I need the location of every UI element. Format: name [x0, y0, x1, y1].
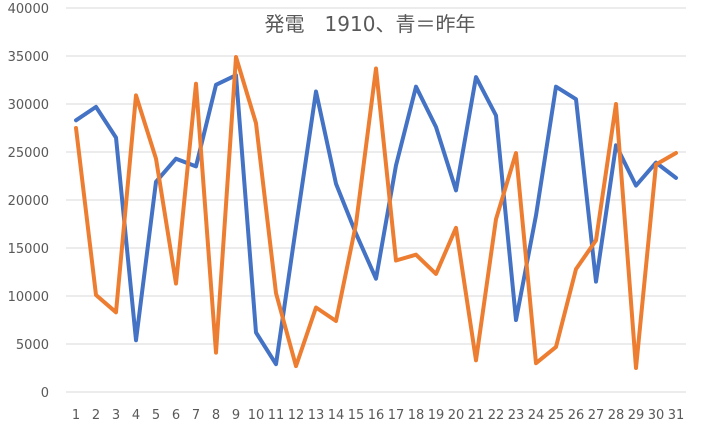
x-tick-label: 27	[588, 408, 605, 423]
x-tick-label: 7	[192, 408, 200, 423]
x-tick-label: 31	[668, 408, 685, 423]
x-tick-label: 13	[308, 408, 325, 423]
x-tick-label: 4	[132, 408, 140, 423]
x-axis-ticks: 1 2 3 4 5 6 7 8 9 10 11 12 13 14 15 16 17 18 19 20 21 22 23 24 2…	[72, 408, 684, 423]
x-tick-label: 16	[368, 408, 385, 423]
y-tick-label: 30000	[8, 98, 49, 113]
x-tick-label: 21	[468, 408, 485, 423]
x-tick-label: 5	[152, 408, 160, 423]
x-tick-label: 11	[268, 408, 285, 423]
x-tick-label: 29	[628, 408, 645, 423]
x-tick-label: 22	[488, 408, 505, 423]
y-tick-label: 20000	[8, 194, 49, 209]
x-tick-label: 18	[408, 408, 425, 423]
x-tick-label: 20	[448, 408, 465, 423]
x-tick-label: 9	[232, 408, 240, 423]
x-tick-label: 2	[92, 408, 100, 423]
y-tick-label: 15000	[8, 242, 49, 257]
y-tick-label: 25000	[8, 146, 49, 161]
x-tick-label: 28	[608, 408, 625, 423]
x-tick-label: 6	[172, 408, 180, 423]
y-tick-label: 5000	[16, 338, 49, 353]
y-tick-label: 0	[41, 386, 49, 401]
x-tick-label: 19	[428, 408, 445, 423]
series-line-2	[74, 55, 678, 370]
x-tick-label: 1	[72, 408, 80, 423]
y-tick-label: 10000	[8, 290, 49, 305]
x-tick-label: 24	[528, 408, 545, 423]
x-tick-label: 30	[648, 408, 665, 423]
x-tick-label: 26	[568, 408, 585, 423]
y-axis-ticks: 0 5000 10000 15000 20000 25000 30000 35000 40000	[8, 2, 49, 401]
x-tick-label: 23	[508, 408, 525, 423]
series-lines	[74, 55, 678, 370]
x-tick-label: 17	[388, 408, 405, 423]
x-tick-label: 25	[548, 408, 565, 423]
x-tick-label: 12	[288, 408, 305, 423]
series-line-1	[74, 73, 678, 367]
y-tick-label: 40000	[8, 2, 49, 17]
y-tick-label: 35000	[8, 50, 49, 65]
gridlines	[66, 7, 686, 393]
x-tick-label: 10	[248, 408, 265, 423]
x-tick-label: 15	[348, 408, 365, 423]
x-tick-label: 3	[112, 408, 120, 423]
chart-title: 発電 1910、青＝昨年	[265, 12, 476, 36]
x-tick-label: 14	[328, 408, 345, 423]
x-tick-label: 8	[212, 408, 220, 423]
